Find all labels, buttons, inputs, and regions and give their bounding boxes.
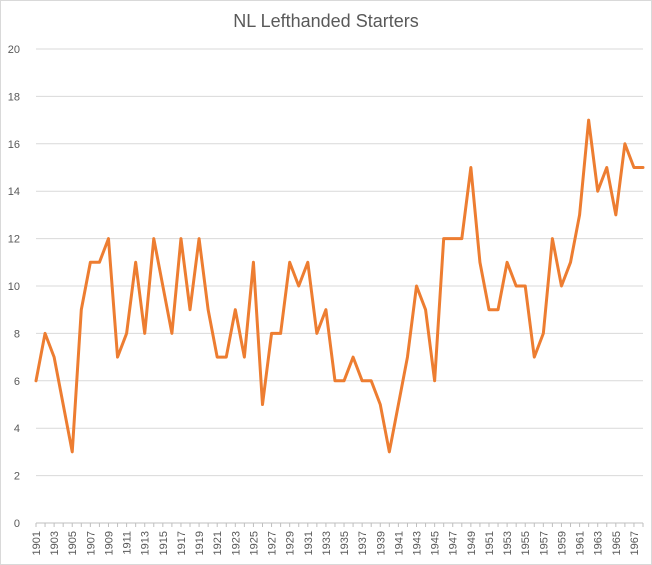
x-tick-label: 1943 [412, 531, 424, 555]
x-tick-label: 1911 [122, 531, 134, 555]
x-tick-label: 1929 [285, 531, 297, 555]
x-tick-label: 1907 [85, 531, 97, 555]
x-tick-label: 1955 [520, 531, 532, 555]
x-tick-label: 1937 [357, 531, 369, 555]
x-tick-label: 1939 [375, 531, 387, 555]
y-tick-label: 20 [8, 44, 20, 56]
y-tick-label: 18 [8, 91, 20, 103]
x-tick-label: 1917 [176, 531, 188, 555]
y-tick-label: 10 [8, 281, 20, 293]
y-tick-label: 2 [14, 471, 20, 483]
x-tick-label: 1961 [575, 531, 587, 555]
x-tick-label: 1923 [230, 531, 242, 555]
x-tick-label: 1947 [448, 531, 460, 555]
x-tick-label: 1925 [248, 531, 260, 555]
y-tick-label: 14 [8, 186, 20, 198]
x-tick-label: 1927 [267, 531, 279, 555]
y-tick-label: 16 [8, 139, 20, 151]
y-tick-label: 6 [14, 376, 20, 388]
x-tick-label: 1905 [67, 531, 79, 555]
x-tick-label: 1909 [103, 531, 115, 555]
x-tick-label: 1921 [212, 531, 224, 555]
x-tick-label: 1935 [339, 531, 351, 555]
x-tick-label: 1949 [466, 531, 478, 555]
x-tick-label: 1963 [593, 531, 605, 555]
x-tick-label: 1945 [430, 531, 442, 555]
series-line [34, 118, 645, 454]
x-tick-label: 1965 [611, 531, 623, 555]
x-tick-label: 1915 [158, 531, 170, 555]
x-tick-label: 1901 [31, 531, 43, 555]
x-tick-label: 1953 [502, 531, 514, 555]
x-tick-label: 1913 [140, 531, 152, 555]
y-tick-label: 12 [8, 234, 20, 246]
x-tick-label: 1959 [556, 531, 568, 555]
x-tick-label: 1951 [484, 531, 496, 555]
x-tick-label: 1967 [629, 531, 641, 555]
x-tick-label: 1903 [49, 531, 61, 555]
y-tick-label: 4 [14, 423, 20, 435]
x-tick-label: 1919 [194, 531, 206, 555]
y-tick-label: 0 [14, 518, 20, 530]
y-tick-label: 8 [14, 328, 20, 340]
x-tick-label: 1933 [321, 531, 333, 555]
x-tick-label: 1941 [393, 531, 405, 555]
x-tick-label: 1957 [538, 531, 550, 555]
x-tick-label: 1931 [303, 531, 315, 555]
chart-title: NL Lefthanded Starters [233, 11, 419, 31]
